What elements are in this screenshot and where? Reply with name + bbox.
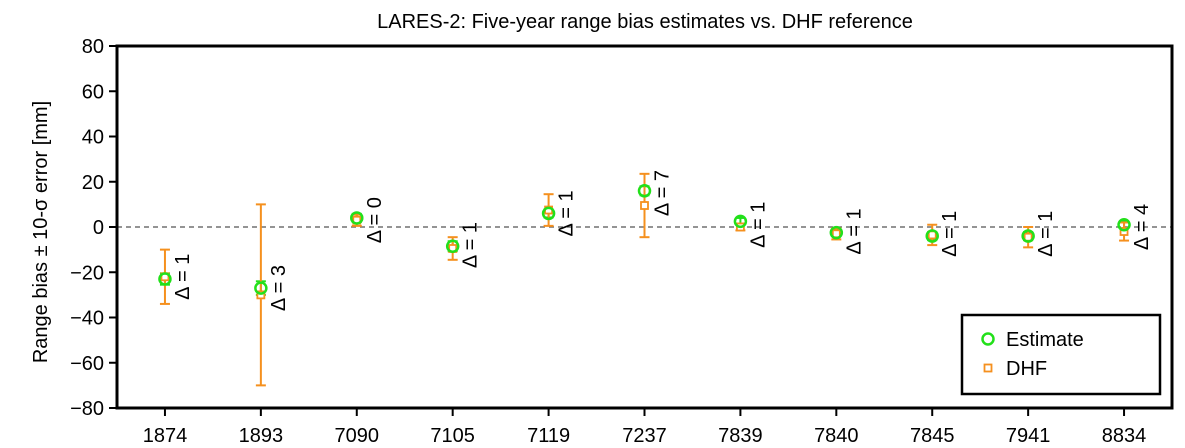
estimate-point [254, 281, 268, 295]
y-axis-label: Range bias ± 10-σ error [mm] [30, 101, 52, 363]
annotation-layer: Δ = 1 Δ = 3 Δ = 0 Δ = 1 Δ = 1 Δ = 7 Δ = 1 Δ = 1… [172, 170, 1153, 311]
x-tick-label: 7840 [814, 425, 859, 447]
estimate-point [925, 229, 939, 243]
estimate-point [350, 211, 364, 225]
dhf-point [256, 290, 266, 300]
y-tick-label: −80 [70, 398, 104, 420]
legend-estimate-marker [981, 332, 995, 346]
estimate-point [1021, 229, 1035, 243]
y-tick-label: 40 [82, 127, 104, 149]
x-tick-label: 1893 [239, 425, 284, 447]
x-tick-label: 7237 [622, 425, 667, 447]
axis-layer: −80 −60 −40 −20 0 20 40 60 80 1874 1893 7090 7105 711… [70, 36, 1174, 447]
delta-annotation: Δ = 4 [1131, 204, 1153, 250]
y-tick-label: −60 [70, 353, 104, 375]
delta-annotation: Δ = 3 [268, 265, 290, 311]
y-tick-label: 20 [82, 172, 104, 194]
delta-annotation: Δ = 1 [843, 208, 865, 254]
legend-dhf-marker [983, 363, 993, 373]
legend: Estimate DHF [960, 313, 1162, 396]
estimate-point [445, 239, 460, 253]
legend-label: DHF [1006, 358, 1047, 380]
y-tick-label: −40 [70, 308, 104, 330]
x-tick-label: 1874 [143, 425, 188, 447]
delta-annotation: Δ = 1 [939, 211, 961, 257]
delta-annotation: Δ = 1 [747, 202, 769, 248]
dhf-point [640, 201, 649, 210]
dhf-point [1119, 227, 1129, 236]
y-tick-label: −20 [70, 262, 104, 284]
delta-annotation: Δ = 1 [1035, 211, 1057, 257]
x-tick-label: 7839 [718, 425, 763, 447]
y-tick-label: 60 [82, 81, 104, 103]
x-tick-label: 7119 [527, 425, 570, 447]
estimate-point [733, 214, 748, 229]
delta-annotation: Δ = 1 [556, 190, 578, 236]
y-tick-label: 80 [82, 36, 104, 58]
estimate-point [1117, 217, 1131, 232]
marker-layer [158, 184, 1131, 300]
delta-annotation: Δ = 7 [652, 170, 674, 216]
x-tick-label: 7105 [430, 425, 475, 447]
x-tick-label: 7845 [910, 425, 955, 447]
delta-annotation: Δ = 1 [172, 254, 194, 300]
legend-box [960, 313, 1162, 396]
legend-label: Estimate [1006, 329, 1084, 351]
x-tick-label: 7941 [1006, 425, 1051, 447]
x-tick-label: 8834 [1102, 425, 1147, 447]
x-tick-label: 7090 [335, 425, 380, 447]
estimate-point [158, 272, 172, 286]
estimate-point [829, 225, 844, 240]
chart-title: LARES-2: Five-year range bias estimates … [377, 11, 913, 33]
estimate-point [541, 206, 556, 221]
estimate-point [637, 184, 652, 198]
delta-annotation: Δ = 0 [364, 197, 386, 243]
y-tick-label: 0 [93, 217, 104, 239]
delta-annotation: Δ = 1 [460, 222, 482, 268]
